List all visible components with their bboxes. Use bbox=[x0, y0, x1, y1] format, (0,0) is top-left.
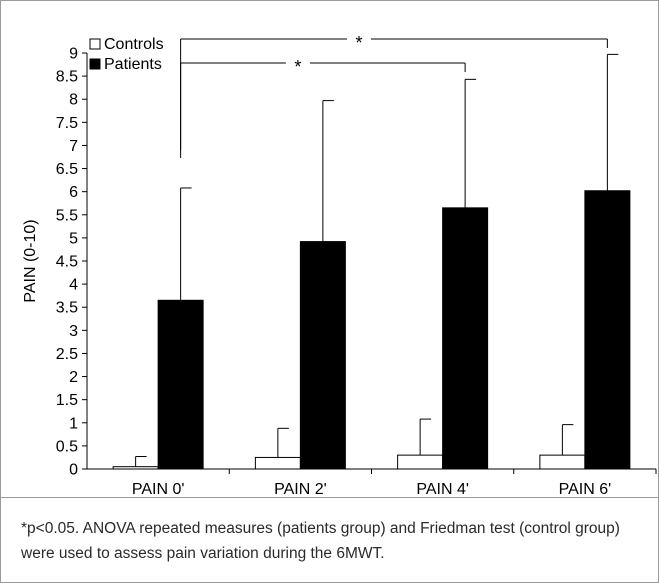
x-category-label: PAIN 0' bbox=[132, 481, 185, 497]
y-tick-label: 2.5 bbox=[56, 346, 78, 363]
controls-bar bbox=[397, 454, 444, 470]
x-category-label: PAIN 2' bbox=[274, 481, 327, 497]
y-tick-label: 8 bbox=[69, 92, 78, 109]
y-tick-label: 7 bbox=[69, 138, 78, 155]
controls-bar bbox=[254, 456, 301, 470]
y-tick-label: 0.5 bbox=[56, 438, 78, 455]
y-tick-label: 8.5 bbox=[56, 69, 78, 86]
y-tick-label: 2 bbox=[69, 369, 78, 386]
footnote-box: *p<0.05. ANOVA repeated measures (patien… bbox=[1, 497, 658, 582]
patients-bar bbox=[442, 207, 489, 470]
x-category-label: PAIN 4' bbox=[416, 481, 469, 497]
legend-label: Patients bbox=[104, 56, 162, 73]
significance-label: * bbox=[294, 57, 301, 77]
bar-chart: 0 0.5 1 1.5 2 2.5 3 3.5 4 4.5 5 5.5 6 6.5 7 7.5 8 8.5 9 PAI… bbox=[22, 33, 657, 497]
y-tick-label: 3.5 bbox=[56, 300, 78, 317]
legend-swatch bbox=[89, 58, 101, 70]
y-tick-label: 6 bbox=[69, 184, 78, 201]
controls-bar bbox=[112, 466, 159, 470]
y-tick-label: 1.5 bbox=[56, 392, 78, 409]
y-tick-label: 0 bbox=[69, 462, 78, 479]
y-tick-label: 4.5 bbox=[56, 254, 78, 271]
patients-bar bbox=[299, 241, 346, 470]
y-tick-label: 9 bbox=[69, 46, 78, 63]
y-tick-label: 6.5 bbox=[56, 161, 78, 178]
y-tick-label: 7.5 bbox=[56, 115, 78, 132]
y-tick-label: 5 bbox=[69, 230, 78, 247]
significance-label: * bbox=[355, 33, 362, 53]
legend-label: Controls bbox=[104, 36, 164, 53]
x-category-label: PAIN 6' bbox=[559, 481, 612, 497]
y-tick-label: 1 bbox=[69, 415, 78, 432]
y-axis-title: PAIN (0-10) bbox=[22, 219, 39, 302]
patients-bar bbox=[157, 299, 204, 470]
y-tick-label: 4 bbox=[69, 277, 78, 294]
patients-bar bbox=[584, 190, 631, 470]
y-tick-label: 3 bbox=[69, 323, 78, 340]
footnote-text: *p<0.05. ANOVA repeated measures (patien… bbox=[21, 520, 620, 562]
legend-swatch bbox=[89, 38, 101, 50]
y-tick-label: 5.5 bbox=[56, 207, 78, 224]
controls-bar bbox=[539, 454, 586, 470]
